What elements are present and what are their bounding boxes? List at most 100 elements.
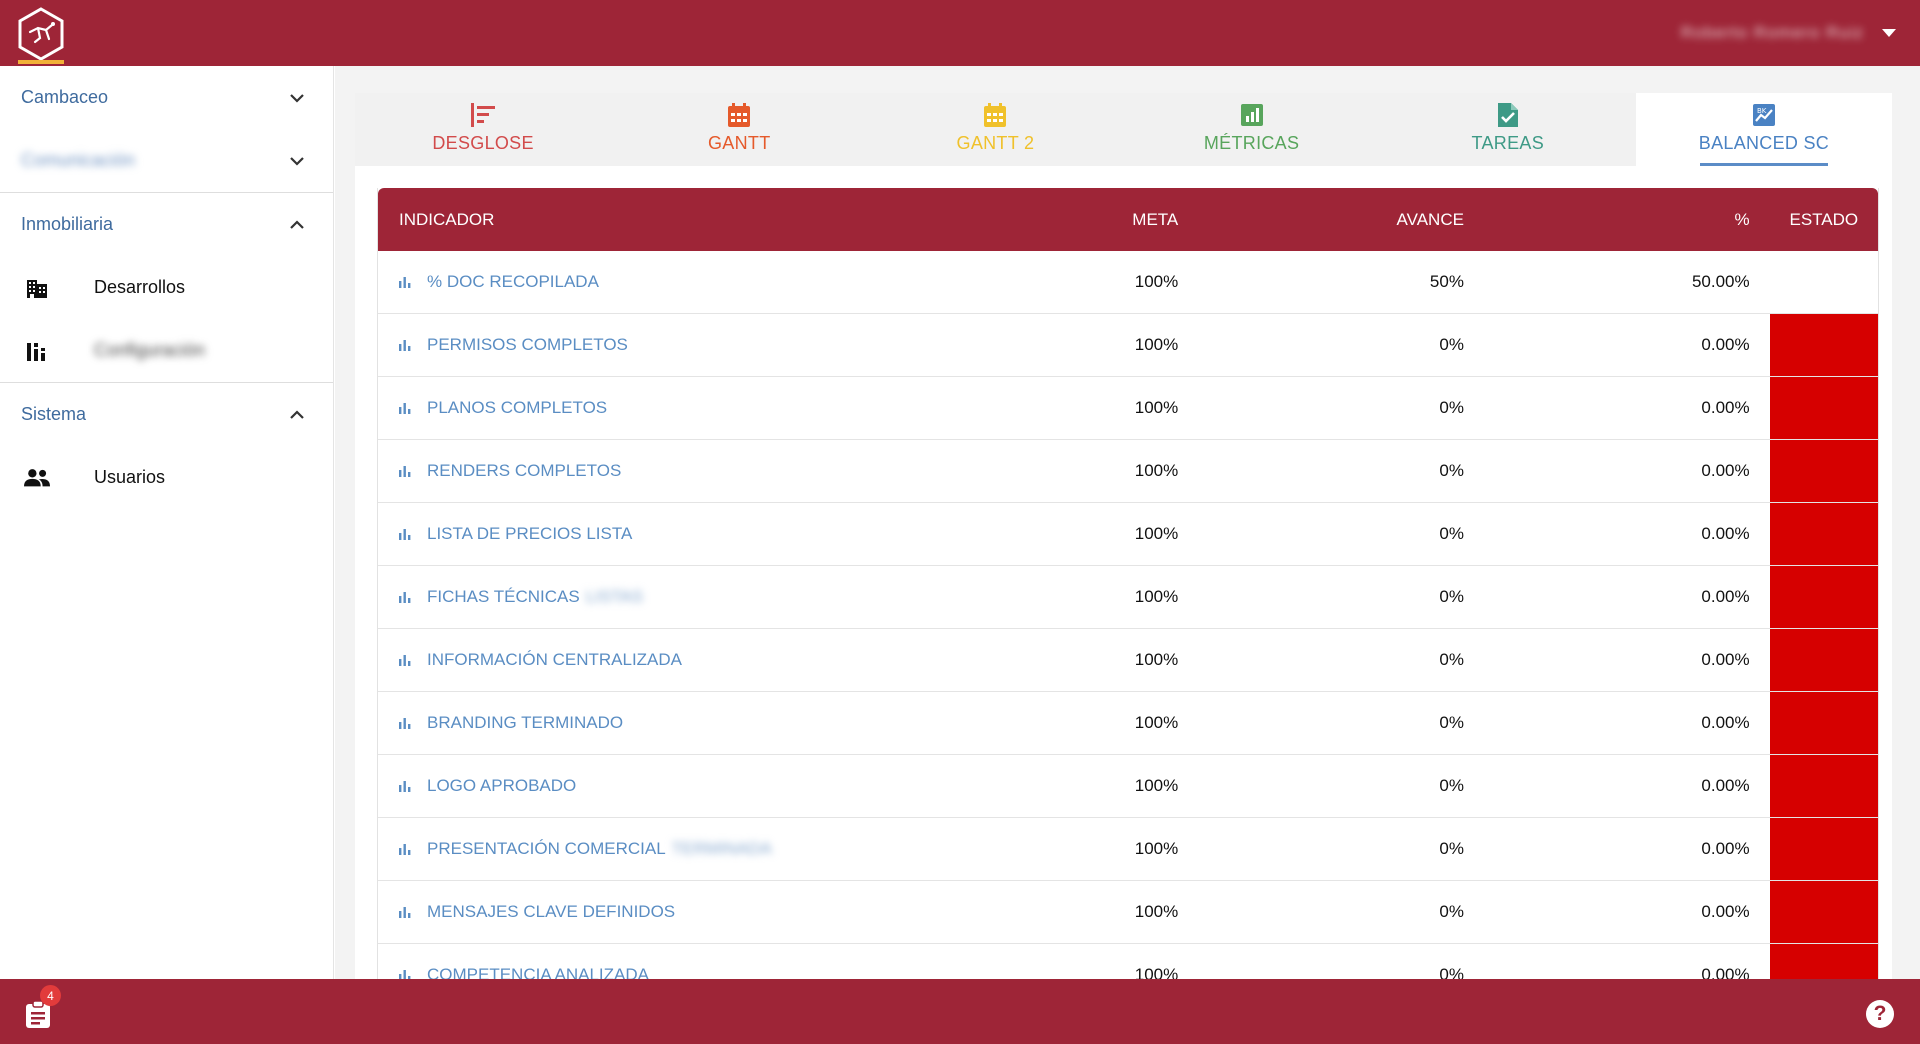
balanced-sc-panel: INDICADOR META AVANCE % ESTADO % DOC REC… [355, 166, 1892, 979]
tab-balanced-sc[interactable]: BK BALANCED SC [1635, 93, 1893, 166]
chevron-up-icon[interactable] [289, 407, 305, 423]
header-estado: ESTADO [1789, 209, 1859, 229]
header-avance: AVANCE [1396, 209, 1464, 229]
task-file-icon [1495, 101, 1521, 129]
cell-avance: 0% [1439, 461, 1464, 480]
cell-avance: 0% [1439, 713, 1464, 732]
cell-estado [1769, 692, 1878, 754]
cell-estado [1769, 629, 1878, 691]
indicator-link[interactable]: COMPETENCIA ANALIZADA [427, 965, 649, 979]
logo-underline [18, 60, 64, 64]
sidebar-item-usuarios[interactable]: Usuarios [0, 446, 333, 509]
cell-avance: 0% [1439, 776, 1464, 795]
cell-indicador: COMPETENCIA ANALIZADA [378, 965, 1078, 979]
bar-chart-icon [399, 403, 411, 414]
cell-avance: 0% [1439, 335, 1464, 354]
bottom-bar: 4 ? [0, 979, 1920, 1044]
cell-indicador: PLANOS COMPLETOS [378, 398, 1078, 418]
calendar-icon [982, 101, 1008, 129]
indicator-link[interactable]: PLANOS COMPLETOS [427, 398, 608, 417]
indicator-link[interactable]: BRANDING TERMINADO [427, 713, 624, 732]
sidebar-item-desarrollos[interactable]: Desarrollos [0, 256, 333, 319]
cell-indicador: FICHAS TÉCNICAS LISTAS [378, 587, 1078, 607]
cell-pct: 0.00% [1701, 398, 1750, 417]
indicator-link[interactable]: PRESENTACIÓN COMERCIAL [427, 839, 666, 858]
cell-pct: 50.00% [1691, 272, 1750, 291]
breakdown-icon [470, 101, 496, 129]
metrics-icon [1239, 101, 1265, 129]
sidebar-group-inmobiliaria[interactable]: Inmobiliaria [0, 193, 333, 256]
cell-avance: 0% [1439, 965, 1464, 979]
indicator-link[interactable]: MENSAJES CLAVE DEFINIDOS [427, 902, 676, 921]
tab-metricas[interactable]: MÉTRICAS [1124, 93, 1380, 166]
hex-logo-icon[interactable] [16, 6, 66, 62]
cell-meta: 100% [1134, 587, 1179, 606]
cell-estado [1770, 251, 1878, 313]
tab-bar: DESGLOSE GANTT GANTT 2 MÉTRICAS TAREAS [355, 93, 1893, 166]
cell-estado [1769, 566, 1878, 628]
sidebar-group-label: Cambaceo [21, 87, 109, 107]
chart-bars-icon [24, 338, 50, 364]
chevron-down-icon[interactable] [289, 90, 305, 106]
bar-chart-icon [399, 718, 411, 729]
table-row: LISTA DE PRECIOS LISTA 100% 0% 0.00% [378, 503, 1878, 566]
sidebar-group-cambaceo[interactable]: Cambaceo [0, 66, 333, 129]
tab-gantt-2[interactable]: GANTT 2 [867, 93, 1123, 166]
bar-chart-icon [399, 844, 411, 855]
tab-desglose[interactable]: DESGLOSE [355, 93, 611, 166]
sidebar-item-configuracion[interactable]: Configuración [0, 319, 333, 382]
table-row: MENSAJES CLAVE DEFINIDOS 100% 0% 0.00% [378, 881, 1878, 944]
clipboard-icon[interactable] [24, 999, 52, 1029]
bar-chart-icon [399, 340, 411, 351]
tab-tareas[interactable]: TAREAS [1380, 93, 1636, 166]
cell-avance: 0% [1439, 524, 1464, 543]
tab-gantt[interactable]: GANTT [611, 93, 867, 166]
cell-meta: 100% [1134, 335, 1179, 354]
tab-label: GANTT 2 [956, 133, 1035, 153]
help-icon[interactable]: ? [1866, 1000, 1894, 1028]
indicator-link[interactable]: LOGO APROBADO [427, 776, 577, 795]
cell-indicador: RENDERS COMPLETOS [378, 461, 1078, 481]
table-row: BRANDING TERMINADO 100% 0% 0.00% [378, 692, 1878, 755]
bar-chart-icon [399, 529, 411, 540]
cell-indicador: PRESENTACIÓN COMERCIAL TERMINADA [378, 839, 1078, 859]
indicator-link[interactable]: % DOC RECOPILADA [427, 272, 599, 291]
indicator-link[interactable]: PERMISOS COMPLETOS [427, 335, 628, 354]
header-meta: META [1132, 209, 1179, 229]
users-icon [24, 465, 50, 491]
sidebar-group-sistema[interactable]: Sistema [0, 383, 333, 446]
cell-avance: 0% [1439, 650, 1464, 669]
cell-meta: 100% [1134, 650, 1179, 669]
indicator-link[interactable]: RENDERS COMPLETOS [427, 461, 622, 480]
top-bar: Roberto Romero Ruiz [0, 0, 1920, 66]
bar-chart-icon [399, 655, 411, 666]
cell-indicador: LISTA DE PRECIOS LISTA [378, 524, 1078, 544]
caret-down-icon[interactable] [1882, 29, 1896, 37]
sidebar-group-label: Comunicación [21, 150, 136, 170]
calendar-icon [726, 101, 752, 129]
chevron-down-icon[interactable] [289, 153, 305, 169]
bar-chart-icon [399, 277, 411, 288]
indicator-link[interactable]: FICHAS TÉCNICAS [427, 587, 580, 606]
table-body: % DOC RECOPILADA 100% 50% 50.00% PERMISOS CO… [378, 251, 1878, 979]
cell-pct: 0.00% [1701, 587, 1750, 606]
sidebar-group-label: Sistema [21, 404, 87, 424]
cell-indicador: INFORMACIÓN CENTRALIZADA [378, 650, 1078, 670]
cell-estado [1769, 314, 1878, 376]
cell-avance: 0% [1439, 902, 1464, 921]
sidebar-group-comunicacion[interactable]: Comunicación [0, 129, 333, 192]
cell-indicador: PERMISOS COMPLETOS [378, 335, 1078, 355]
indicator-link[interactable]: INFORMACIÓN CENTRALIZADA [427, 650, 683, 669]
user-menu[interactable]: Roberto Romero Ruiz [1681, 20, 1896, 46]
header-indicador: INDICADOR [399, 209, 495, 229]
cell-meta: 100% [1134, 398, 1179, 417]
cell-estado [1769, 944, 1878, 979]
tab-label: BALANCED SC [1698, 133, 1830, 153]
cell-avance: 0% [1439, 839, 1464, 858]
bar-chart-icon [399, 466, 411, 477]
user-name[interactable]: Roberto Romero Ruiz [1680, 23, 1864, 42]
chevron-up-icon[interactable] [289, 217, 305, 233]
indicator-link[interactable]: LISTA DE PRECIOS LISTA [427, 524, 633, 543]
table-row: COMPETENCIA ANALIZADA 100% 0% 0.00% [378, 944, 1878, 979]
building-icon [24, 275, 50, 301]
